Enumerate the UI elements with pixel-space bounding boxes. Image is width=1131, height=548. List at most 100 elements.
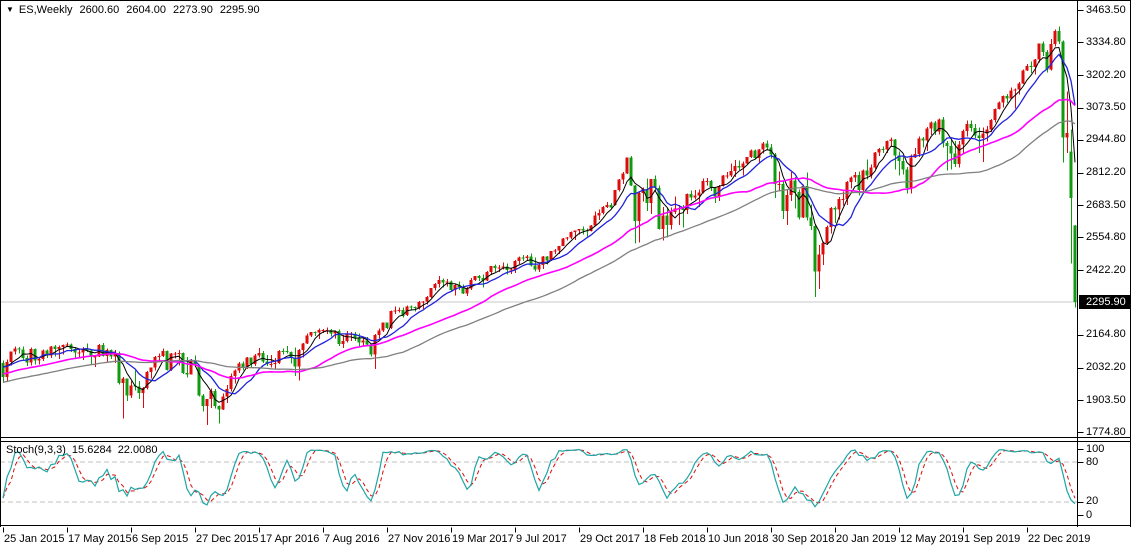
candle-body — [733, 165, 737, 172]
candle-body — [977, 135, 981, 138]
stoch-k-value: 15.6284 — [71, 444, 112, 456]
candle-body — [589, 225, 593, 232]
candle-body — [761, 143, 765, 150]
candle-body — [9, 351, 13, 363]
candle-body — [273, 362, 277, 365]
candle-body — [801, 185, 805, 218]
candle-body — [57, 346, 61, 349]
candle-body — [701, 181, 705, 193]
candle-body — [745, 157, 749, 164]
candle-body — [345, 334, 349, 342]
candle-body — [1, 362, 5, 378]
candle-body — [81, 348, 85, 353]
time-axis-label: 17 May 2015 — [68, 533, 132, 545]
candle-body — [245, 357, 249, 367]
stoch-d-value: 22.0080 — [117, 444, 158, 456]
candle-body — [461, 286, 465, 294]
candle-body — [881, 148, 885, 150]
candle-body — [513, 261, 517, 270]
candle-body — [93, 356, 97, 358]
candle-body — [829, 208, 833, 227]
candle-body — [65, 344, 69, 346]
candle-body — [1001, 95, 1005, 103]
price-axis-label: 2554.80 — [1086, 230, 1126, 243]
candle-body — [257, 352, 261, 356]
candle-body — [541, 256, 545, 266]
candle-body — [665, 215, 669, 225]
candle-body — [861, 170, 865, 191]
stoch-scale-label: 100 — [1086, 442, 1105, 455]
candle-body — [753, 150, 757, 158]
candle-body — [409, 306, 413, 308]
candle-body — [185, 372, 189, 375]
candle-body — [1033, 59, 1037, 68]
candlestick-series[interactable] — [1, 26, 1077, 425]
candle-body — [729, 171, 733, 176]
ma-mid-line[interactable] — [2, 53, 1076, 395]
time-axis-label: 1 Sep 2019 — [964, 533, 1021, 545]
candle-body — [777, 183, 781, 185]
candle-body — [937, 119, 941, 132]
candle-body — [797, 191, 801, 218]
time-axis-label: 27 Dec 2015 — [196, 533, 259, 545]
candle-body — [113, 352, 117, 357]
price-axis-label: 2944.80 — [1086, 133, 1126, 146]
candle-body — [853, 174, 857, 178]
candle-body — [17, 348, 21, 350]
candle-body — [173, 353, 177, 355]
ma-slow-line[interactable] — [2, 98, 1076, 380]
candle-body — [357, 337, 361, 343]
candle-body — [437, 280, 441, 285]
time-axis-label: 9 Jul 2017 — [516, 533, 567, 545]
candle-body — [277, 350, 281, 363]
candle-body — [1009, 90, 1013, 99]
time-axis-label: 30 Sep 2018 — [772, 533, 835, 545]
candle-body — [533, 265, 537, 270]
stoch-scale-label: 20 — [1086, 495, 1099, 508]
candle-body — [497, 267, 501, 269]
candle-body — [429, 288, 433, 297]
candle-body — [941, 119, 945, 143]
candle-body — [557, 246, 561, 251]
candle-body — [657, 187, 661, 229]
candle-body — [225, 388, 229, 397]
candle-body — [545, 256, 549, 261]
symbol-marker-icon[interactable]: ▼ — [6, 5, 14, 14]
candle-body — [13, 348, 17, 352]
candle-body — [925, 128, 929, 141]
candle-body — [61, 345, 65, 347]
candle-body — [605, 205, 609, 207]
stoch-k-line[interactable] — [2, 448, 1076, 508]
time-axis-label: 6 Sep 2015 — [132, 533, 189, 545]
candle-body — [425, 296, 429, 302]
candle-body — [149, 367, 153, 373]
ma-fast-line[interactable] — [2, 46, 1076, 403]
candle-body — [305, 335, 309, 344]
candle-body — [765, 143, 769, 148]
candle-body — [773, 154, 777, 185]
candle-body — [401, 309, 405, 317]
candle-body — [581, 228, 585, 231]
candle-body — [561, 238, 565, 247]
candle-body — [337, 330, 341, 344]
candle-body — [757, 149, 761, 158]
price-axis-label: 2164.80 — [1086, 328, 1126, 341]
candle-body — [897, 155, 901, 161]
candle-body — [833, 208, 837, 210]
candle-body — [637, 192, 641, 221]
panel-borders — [0, 0, 1131, 527]
price-axis-label: 2032.20 — [1086, 361, 1126, 374]
candle-body — [717, 185, 721, 197]
stoch-d-line[interactable] — [2, 449, 1076, 504]
ohlc-close: 2295.90 — [219, 4, 260, 16]
ma-long-line[interactable] — [2, 120, 1076, 383]
candle-body — [89, 350, 93, 357]
candle-body — [785, 195, 789, 212]
candle-body — [865, 170, 869, 176]
candle-body — [737, 165, 741, 168]
candle-body — [949, 146, 953, 154]
candle-body — [301, 343, 305, 351]
time-axis-label: 19 Mar 2017 — [452, 533, 514, 545]
candle-body — [221, 396, 225, 410]
